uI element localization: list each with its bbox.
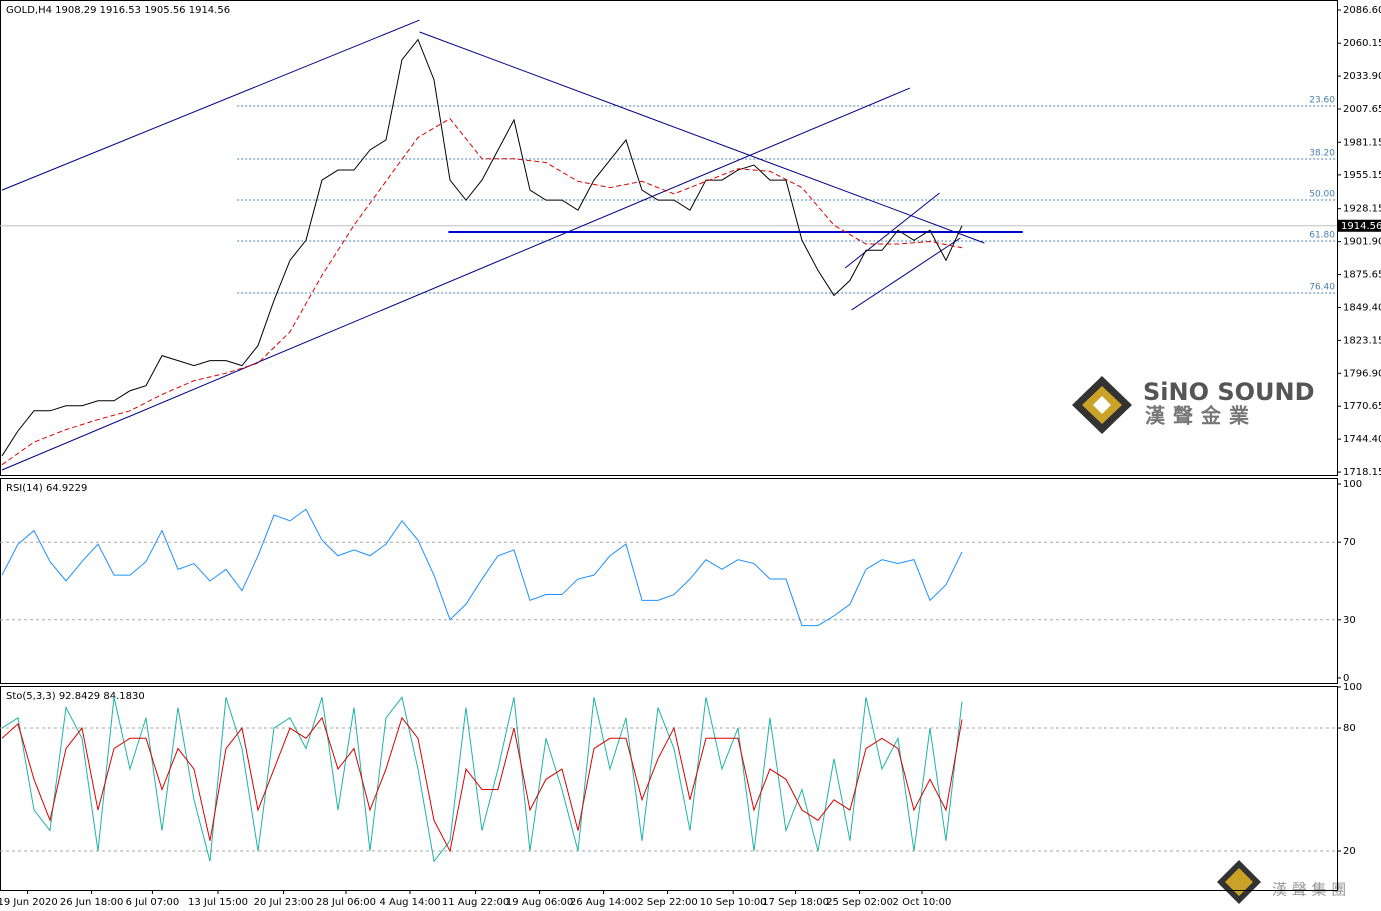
price-tag-label: 1914.56 bbox=[1341, 221, 1381, 232]
x-tick-label: 6 Jul 07:00 bbox=[126, 897, 180, 908]
logo-brand: SiNO SOUND bbox=[1143, 378, 1315, 406]
panel-frame bbox=[0, 686, 1338, 891]
series-line bbox=[1, 716, 963, 853]
y-tick-label: 1744.40 bbox=[1343, 434, 1381, 445]
x-tick-label: 19 Jun 2020 bbox=[0, 897, 58, 908]
trendline bbox=[851, 237, 961, 311]
fib-label: 23.60 bbox=[1309, 95, 1335, 105]
fib-label: 76.40 bbox=[1309, 283, 1335, 293]
y-tick-label: 1796.90 bbox=[1343, 368, 1381, 379]
x-tick-label: 17 Sep 18:00 bbox=[762, 897, 829, 908]
logo-diamond-core bbox=[1093, 396, 1111, 414]
y-tick-label: 1718.15 bbox=[1343, 467, 1381, 478]
panel-title: Sto(5,3,3) 92.8429 84.1830 bbox=[6, 691, 145, 702]
y-tick-label: 80 bbox=[1343, 723, 1356, 734]
y-tick-label: 2086.60 bbox=[1343, 5, 1381, 16]
y-tick-label: 100 bbox=[1343, 479, 1362, 490]
y-tick-label: 70 bbox=[1343, 537, 1356, 548]
logo: SiNO SOUND 漢聲金業 漢 聲 集 團 bbox=[1072, 376, 1346, 904]
y-tick-label: 30 bbox=[1343, 615, 1356, 626]
y-tick-label: 1901.90 bbox=[1343, 237, 1381, 248]
trendline bbox=[419, 31, 985, 244]
fib-label: 38.20 bbox=[1309, 149, 1335, 159]
y-tick-label: 2007.65 bbox=[1343, 104, 1381, 115]
trendline bbox=[844, 192, 940, 269]
x-tick-label: 26 Aug 14:00 bbox=[570, 897, 637, 908]
x-tick-label: 19 Aug 06:00 bbox=[506, 897, 573, 908]
y-tick-label: 1928.15 bbox=[1343, 204, 1381, 215]
x-tick-label: 4 Aug 14:00 bbox=[379, 897, 440, 908]
series-line bbox=[1, 508, 963, 627]
panel-title: RSI(14) 64.9229 bbox=[6, 483, 87, 494]
y-tick-label: 1849.40 bbox=[1343, 302, 1381, 313]
x-tick-label: 26 Jun 18:00 bbox=[60, 897, 124, 908]
x-tick-label: 10 Sep 10:00 bbox=[700, 897, 767, 908]
y-tick-label: 2060.15 bbox=[1343, 38, 1381, 49]
series-line bbox=[1, 38, 963, 457]
series-line bbox=[1, 117, 963, 466]
fib-label: 61.80 bbox=[1309, 231, 1335, 241]
y-tick-label: 1875.65 bbox=[1343, 270, 1381, 281]
x-tick-label: 13 Jul 15:00 bbox=[188, 897, 248, 908]
y-tick-label: 1981.15 bbox=[1343, 137, 1381, 148]
y-tick-label: 2033.90 bbox=[1343, 71, 1381, 82]
x-tick-label: 2 Oct 10:00 bbox=[893, 897, 952, 908]
footer-diamond-inner bbox=[1225, 868, 1253, 896]
logo-chinese: 漢聲金業 bbox=[1145, 404, 1257, 428]
fib-label: 50.00 bbox=[1309, 190, 1335, 200]
footer-text: 漢 聲 集 團 bbox=[1272, 881, 1346, 899]
y-tick-label: 0 bbox=[1343, 673, 1349, 684]
x-tick-label: 28 Jul 06:00 bbox=[316, 897, 376, 908]
trendline bbox=[1, 87, 911, 471]
x-tick-label: 11 Aug 22:00 bbox=[442, 897, 509, 908]
panel-frame bbox=[0, 478, 1338, 684]
y-tick-label: 100 bbox=[1343, 682, 1362, 693]
y-tick-label: 1770.65 bbox=[1343, 401, 1381, 412]
x-tick-label: 2 Sep 22:00 bbox=[637, 897, 697, 908]
y-tick-label: 20 bbox=[1343, 846, 1356, 857]
price-tag bbox=[1337, 219, 1381, 232]
y-tick-label: 1955.15 bbox=[1343, 170, 1381, 181]
y-tick-label: 1823.15 bbox=[1343, 335, 1381, 346]
x-tick-label: 25 Sep 02:00 bbox=[826, 897, 893, 908]
trendline bbox=[1, 19, 420, 191]
panel-title: GOLD,H4 1908.29 1916.53 1905.56 1914.56 bbox=[6, 5, 230, 16]
series-line bbox=[1, 696, 963, 863]
x-tick-label: 20 Jul 23:00 bbox=[254, 897, 314, 908]
panel-frame bbox=[0, 0, 1338, 476]
